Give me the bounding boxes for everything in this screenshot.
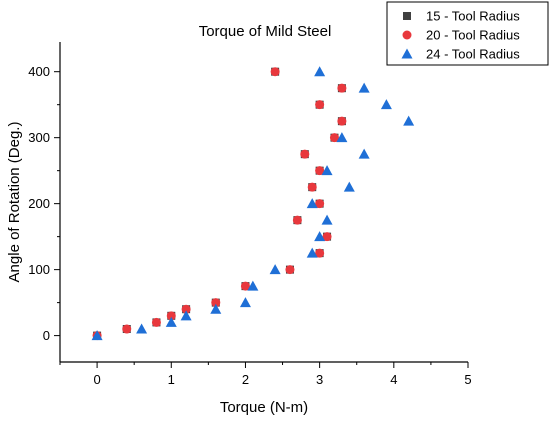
point-triangle-series-3 — [358, 148, 370, 159]
point-circle-series-2 — [337, 83, 347, 93]
point-triangle-series-3 — [136, 323, 148, 334]
point-circle-series-2 — [122, 324, 132, 334]
point-triangle-series-3 — [180, 310, 192, 321]
point-circle-series-2 — [240, 281, 250, 291]
legend-marker-circle — [402, 30, 412, 40]
point-triangle-series-3 — [321, 214, 333, 225]
point-triangle-series-3 — [306, 198, 318, 209]
legend-marker-square — [403, 12, 411, 20]
legend-label: 15 - Tool Radius — [426, 9, 520, 24]
point-circle-series-2 — [211, 298, 221, 308]
point-triangle-series-3 — [314, 66, 326, 77]
x-tick-label: 1 — [168, 372, 175, 387]
y-tick-label: 0 — [43, 328, 50, 343]
point-circle-series-2 — [315, 166, 325, 176]
x-axis-title: Torque (N-m) — [220, 399, 308, 416]
x-tick-label: 4 — [390, 372, 397, 387]
point-triangle-series-3 — [321, 165, 333, 176]
plot-area — [59, 42, 468, 363]
point-triangle-series-3 — [247, 280, 259, 291]
point-triangle-series-3 — [91, 330, 103, 341]
y-axis-title: Angle of Rotation (Deg.) — [6, 122, 23, 283]
point-triangle-series-3 — [403, 115, 415, 126]
x-axis-ticks: 0 1 2 3 4 5 — [59, 362, 472, 387]
point-triangle-series-3 — [358, 82, 370, 93]
point-triangle-series-3 — [380, 99, 392, 110]
point-triangle-series-3 — [210, 303, 222, 314]
point-triangle-series-3 — [239, 297, 251, 308]
point-triangle-series-3 — [165, 316, 177, 327]
y-tick-label: 300 — [28, 130, 50, 145]
legend-marker-triangle — [401, 48, 413, 59]
x-tick-label: 5 — [464, 372, 471, 387]
data-points — [91, 66, 415, 341]
point-circle-series-2 — [307, 182, 317, 192]
y-tick-label: 200 — [28, 196, 50, 211]
chart-title: Torque of Mild Steel — [199, 23, 332, 40]
point-triangle-series-3 — [314, 231, 326, 242]
point-circle-series-2 — [337, 116, 347, 126]
point-circle-series-2 — [285, 265, 295, 275]
x-tick-label: 2 — [242, 372, 249, 387]
point-circle-series-2 — [300, 149, 310, 159]
point-circle-series-2 — [322, 232, 332, 242]
legend: 15 - Tool Radius 20 - Tool Radius 24 - Too… — [386, 1, 549, 66]
point-circle-series-2 — [315, 100, 325, 110]
point-circle-series-2 — [329, 133, 339, 143]
legend-label: 24 - Tool Radius — [426, 47, 520, 62]
point-circle-series-2 — [270, 67, 280, 77]
point-triangle-series-3 — [306, 247, 318, 258]
x-tick-label: 0 — [93, 372, 100, 387]
point-circle-series-2 — [315, 248, 325, 258]
legend-label: 20 - Tool Radius — [426, 28, 520, 43]
point-circle-series-2 — [315, 199, 325, 209]
point-triangle-series-3 — [336, 132, 348, 143]
y-axis-ticks: 0 100 200 300 400 — [28, 64, 60, 343]
point-triangle-series-3 — [343, 181, 355, 192]
point-circle-series-2 — [292, 215, 302, 225]
legend-box — [386, 1, 549, 66]
y-tick-label: 400 — [28, 64, 50, 79]
x-tick-label: 3 — [316, 372, 323, 387]
point-triangle-series-3 — [269, 264, 281, 275]
point-circle-series-2 — [151, 317, 161, 327]
point-circle-series-2 — [166, 311, 176, 321]
point-circle-series-2 — [181, 304, 191, 314]
y-tick-label: 100 — [28, 262, 50, 277]
